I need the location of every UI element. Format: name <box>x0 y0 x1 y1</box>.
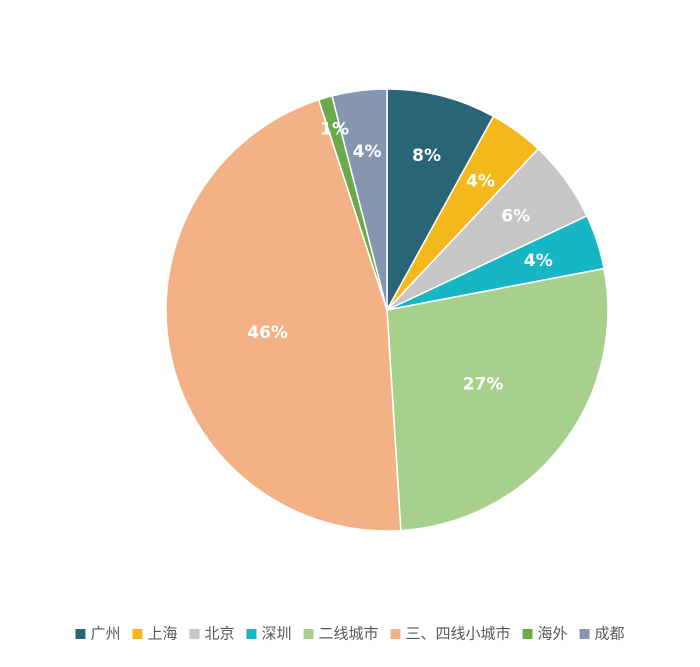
data-label: 4% <box>353 142 382 162</box>
pie-slice <box>386 267 609 532</box>
data-label: 6% <box>501 206 530 226</box>
legend-swatch <box>390 629 401 639</box>
legend-label: 上海 <box>147 625 177 643</box>
legend-swatch <box>246 629 257 639</box>
data-label: 4% <box>524 251 553 271</box>
legend-swatch <box>522 629 533 639</box>
data-label: 4% <box>466 171 495 191</box>
legend-swatch <box>579 629 590 639</box>
legend-label: 海外 <box>538 625 568 643</box>
legend-label: 北京 <box>204 625 234 643</box>
data-label: 1% <box>320 120 349 140</box>
legend: 广州 上海 北京 深圳 二线城市 三、四线小城市 海外 成都 <box>75 625 625 643</box>
data-label: 8% <box>412 146 441 166</box>
legend-swatch <box>132 629 143 639</box>
legend-swatch <box>303 629 314 639</box>
legend-swatch <box>75 629 86 639</box>
data-label: 46% <box>247 323 288 343</box>
pie-slice <box>331 88 388 311</box>
pie-slice <box>165 98 402 532</box>
legend-label: 三、四线小城市 <box>406 625 511 643</box>
data-label: 27% <box>463 374 504 394</box>
legend-label: 深圳 <box>261 625 291 643</box>
legend-label: 广州 <box>90 625 120 643</box>
legend-swatch <box>189 629 200 639</box>
legend-label: 成都 <box>595 625 625 643</box>
pie-slice <box>386 88 495 311</box>
legend-label: 二线城市 <box>319 625 379 643</box>
